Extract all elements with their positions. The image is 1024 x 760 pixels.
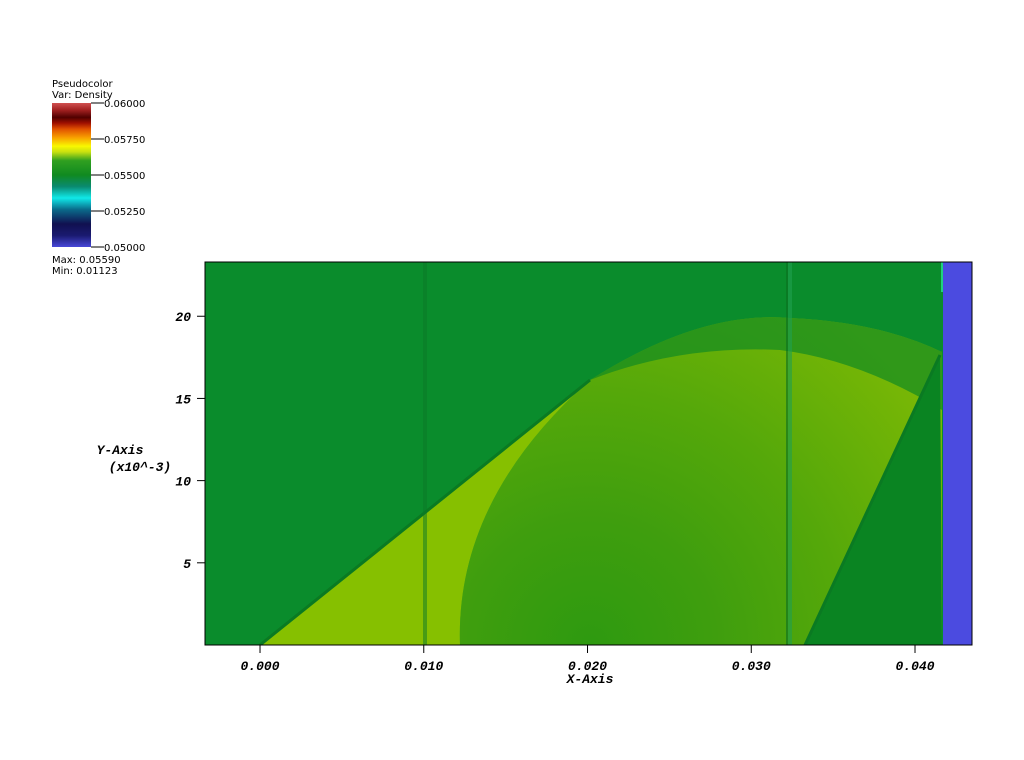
x-tick-label: 0.030 (732, 659, 771, 674)
x-tick-label: 0.010 (404, 659, 443, 674)
plot-frame (204, 261, 973, 646)
x-tick-label: 0.020 (568, 659, 607, 674)
y-axis-title: Y-Axis (97, 443, 144, 458)
legend-tick-label: 0.05750 (104, 135, 145, 146)
density-field (205, 262, 972, 645)
legend-tick-label: 0.05500 (104, 171, 145, 182)
legend-tick-label: 0.05250 (104, 207, 145, 218)
y-axis-scale: (x10^-3) (109, 460, 171, 475)
legend-tick-label: 0.06000 (104, 99, 145, 110)
y-tick-label: 5 (183, 557, 191, 572)
legend-title: Pseudocolor (52, 79, 114, 90)
x-tick-label: 0.000 (241, 659, 280, 674)
legend-max: Max: 0.05590 (52, 255, 121, 266)
y-tick-label: 20 (175, 310, 191, 325)
legend-variable: Var: Density (52, 90, 113, 101)
color-legend: Pseudocolor Var: Density Max: 0.05590 Mi… (52, 79, 121, 277)
legend-min: Min: 0.01123 (52, 266, 118, 277)
y-tick-label: 15 (175, 392, 191, 407)
color-bar (52, 103, 91, 247)
legend-tick-label: 0.05000 (104, 243, 145, 254)
x-axis-title: X-Axis (566, 672, 614, 687)
y-tick-label: 10 (175, 475, 191, 490)
x-tick-label: 0.040 (896, 659, 935, 674)
